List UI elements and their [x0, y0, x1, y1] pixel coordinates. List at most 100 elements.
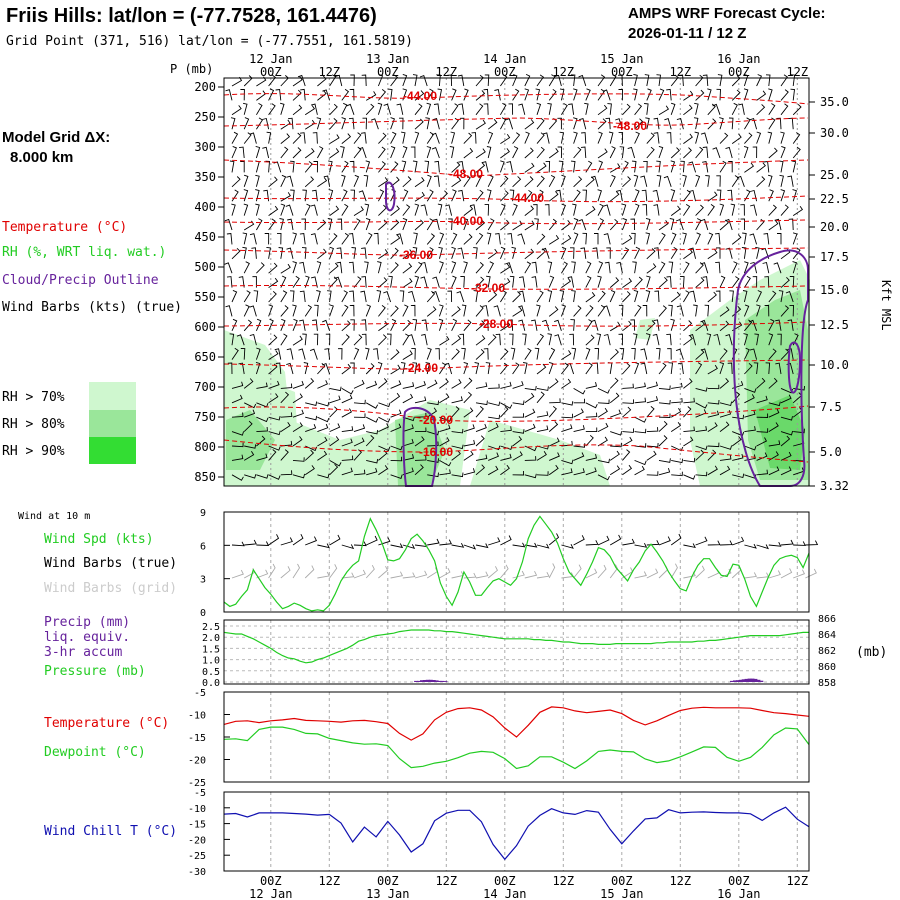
wind-barb — [431, 132, 440, 144]
wind-barb — [500, 381, 512, 389]
wind-barb — [329, 134, 340, 144]
wind-barb — [536, 425, 549, 433]
surface-barb-true — [634, 542, 648, 548]
wind-barb — [300, 132, 306, 144]
wind-barb — [732, 414, 745, 420]
wind-barb — [402, 204, 411, 216]
wind-barb — [449, 146, 455, 159]
wind-barb — [756, 104, 766, 116]
wind-barb — [602, 89, 611, 101]
wind-barb — [268, 277, 279, 288]
wind-barb — [694, 131, 700, 144]
isotherm-44-top — [223, 93, 809, 105]
wind-barb — [329, 276, 338, 288]
wind-barb — [695, 232, 701, 245]
wind-barb — [463, 377, 473, 389]
top-date-label: 13 Jan — [366, 52, 409, 66]
wind-barb — [231, 105, 242, 116]
wind-barb — [329, 423, 341, 433]
surface-barb-grid — [390, 571, 404, 579]
wind-barb — [744, 117, 751, 130]
wind-barb — [542, 132, 550, 144]
wind-barb — [366, 458, 379, 464]
wind-barb — [363, 174, 369, 187]
wind-barb — [744, 275, 751, 288]
wind-barb — [683, 290, 690, 303]
legend-temperature: Temperature (°C) — [2, 220, 127, 235]
wind-barb — [231, 203, 236, 216]
wind-barb — [731, 133, 742, 144]
wind-barb — [475, 454, 488, 461]
top-hour-label: 12Z — [435, 65, 457, 79]
wind-barb — [312, 132, 318, 144]
wind-barb — [597, 422, 609, 433]
wind-barb — [680, 160, 685, 173]
wind-barb — [280, 449, 289, 461]
wind-barb — [707, 399, 720, 405]
wind-barb — [329, 406, 338, 418]
wind-barb — [633, 289, 639, 303]
wind-barb — [652, 189, 660, 202]
wind-barb — [788, 218, 794, 231]
wind-barb — [597, 275, 602, 288]
wind-barb — [310, 204, 318, 216]
wind-barb — [412, 318, 418, 331]
wind-barb — [719, 455, 732, 461]
wind-barb — [547, 333, 552, 346]
wind-barb — [268, 350, 279, 360]
wind-barb — [463, 147, 474, 159]
wind-barb — [268, 103, 276, 116]
wind-barb — [439, 416, 452, 422]
wind-barb — [376, 290, 382, 303]
wind-barb — [487, 248, 498, 260]
wind-barb — [475, 335, 486, 346]
wind-barb — [767, 174, 773, 187]
wind-barb — [365, 103, 375, 116]
wind-barb — [719, 401, 733, 407]
surface-barb-grid — [439, 567, 451, 579]
surface-barb-true — [732, 536, 745, 546]
wind-barb — [337, 218, 343, 231]
surface-barb-true — [646, 540, 660, 546]
wind-barb — [341, 388, 354, 395]
wind-barb — [341, 174, 346, 187]
precip-tick-label: 2.5 — [202, 622, 220, 633]
temp-tick-label: -10 — [188, 711, 206, 722]
wind-barb — [387, 88, 393, 101]
temperature-line — [223, 706, 810, 741]
top-date-label: 12 Jan — [249, 52, 292, 66]
wind-barb — [536, 391, 545, 404]
wind-barb — [768, 204, 777, 216]
wind-barb — [243, 290, 251, 303]
wind-barb — [658, 145, 664, 159]
wind-barb — [534, 347, 540, 360]
wind-barb — [597, 104, 608, 116]
precip-bar — [730, 680, 734, 682]
pressure-ticks: 2002503003504004505005506006507007508008… — [194, 80, 224, 484]
surface-barb-true — [597, 535, 610, 546]
isotherm-label: -16.00 — [419, 445, 453, 459]
wind-barb — [358, 190, 367, 202]
surface-barb-true — [561, 543, 574, 549]
wind-barb — [341, 363, 352, 375]
wind-barb — [756, 176, 766, 188]
wind-barb — [451, 261, 457, 274]
wind-barb — [744, 319, 753, 332]
wind-barb — [557, 117, 562, 130]
wind-barb — [780, 430, 794, 436]
wind-barb — [548, 191, 559, 202]
wind-barb — [316, 261, 322, 274]
wind-barb — [573, 146, 582, 159]
wind-barb — [561, 424, 573, 433]
wind-barb — [585, 347, 591, 360]
wind-barb — [536, 117, 545, 130]
wind-barb — [323, 175, 331, 187]
wind-barb — [524, 392, 535, 404]
wind-barb — [618, 132, 624, 144]
wind-barb — [341, 88, 350, 101]
temperature-label: Temperature (°C) — [44, 716, 169, 731]
wind-barb — [420, 261, 428, 274]
wind-barb — [533, 204, 538, 216]
wind-barb — [256, 218, 263, 231]
wind-barb — [451, 348, 460, 360]
